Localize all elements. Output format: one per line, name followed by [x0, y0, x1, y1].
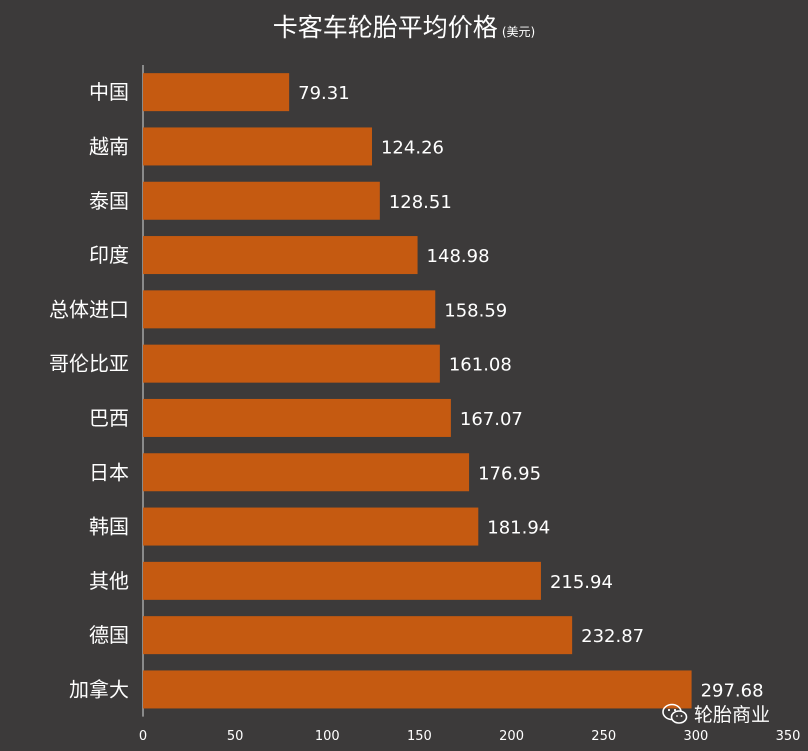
data-label: 167.07	[460, 409, 523, 430]
wechat-icon	[662, 703, 688, 724]
category-label: 德国	[89, 623, 129, 647]
x-tick-label: 0	[139, 729, 147, 744]
data-label: 181.94	[487, 518, 550, 539]
x-tick-label: 250	[591, 729, 616, 744]
data-label: 128.51	[389, 192, 452, 213]
category-label: 越南	[89, 134, 129, 158]
x-tick-label: 350	[776, 729, 801, 744]
category-label: 巴西	[89, 406, 129, 430]
data-label: 232.87	[581, 626, 644, 647]
watermark-text: 轮胎商业	[694, 704, 771, 726]
bar	[143, 344, 440, 383]
data-label: 124.26	[381, 137, 444, 158]
x-tick-label: 50	[227, 729, 244, 744]
bar	[143, 398, 451, 437]
data-label: 215.94	[550, 572, 613, 593]
x-tick-label: 100	[315, 729, 340, 744]
bar	[143, 236, 418, 275]
bar	[143, 181, 380, 220]
bar	[143, 507, 479, 546]
bar	[143, 73, 290, 112]
bar	[143, 127, 372, 166]
chart-title-block: 卡客车轮胎平均价格 (美元)	[0, 8, 808, 44]
category-label: 其他	[89, 569, 129, 593]
chart-unit: (美元)	[501, 25, 536, 39]
data-label: 176.95	[478, 463, 541, 484]
x-tick-label: 150	[407, 729, 432, 744]
category-label: 哥伦比亚	[49, 352, 129, 376]
data-label: 161.08	[449, 355, 512, 376]
category-label: 加拿大	[69, 677, 129, 701]
category-label: 泰国	[89, 189, 129, 213]
category-label: 韩国	[89, 515, 129, 539]
data-label: 79.31	[298, 83, 350, 104]
category-label: 印度	[89, 243, 129, 267]
bar	[143, 616, 573, 655]
watermark: 轮胎商业	[662, 700, 770, 727]
data-label: 158.59	[444, 300, 507, 321]
data-label: 148.98	[427, 246, 490, 267]
category-label: 中国	[89, 80, 129, 104]
category-label: 日本	[89, 460, 129, 484]
data-label: 297.68	[701, 680, 764, 701]
x-tick-label: 300	[683, 729, 708, 744]
chart-title: 卡客车轮胎平均价格	[272, 13, 498, 42]
bar	[143, 453, 470, 492]
bar	[143, 290, 436, 329]
bar	[143, 561, 541, 600]
x-tick-label: 200	[499, 729, 524, 744]
category-label: 总体进口	[49, 297, 129, 321]
bar	[143, 670, 692, 709]
